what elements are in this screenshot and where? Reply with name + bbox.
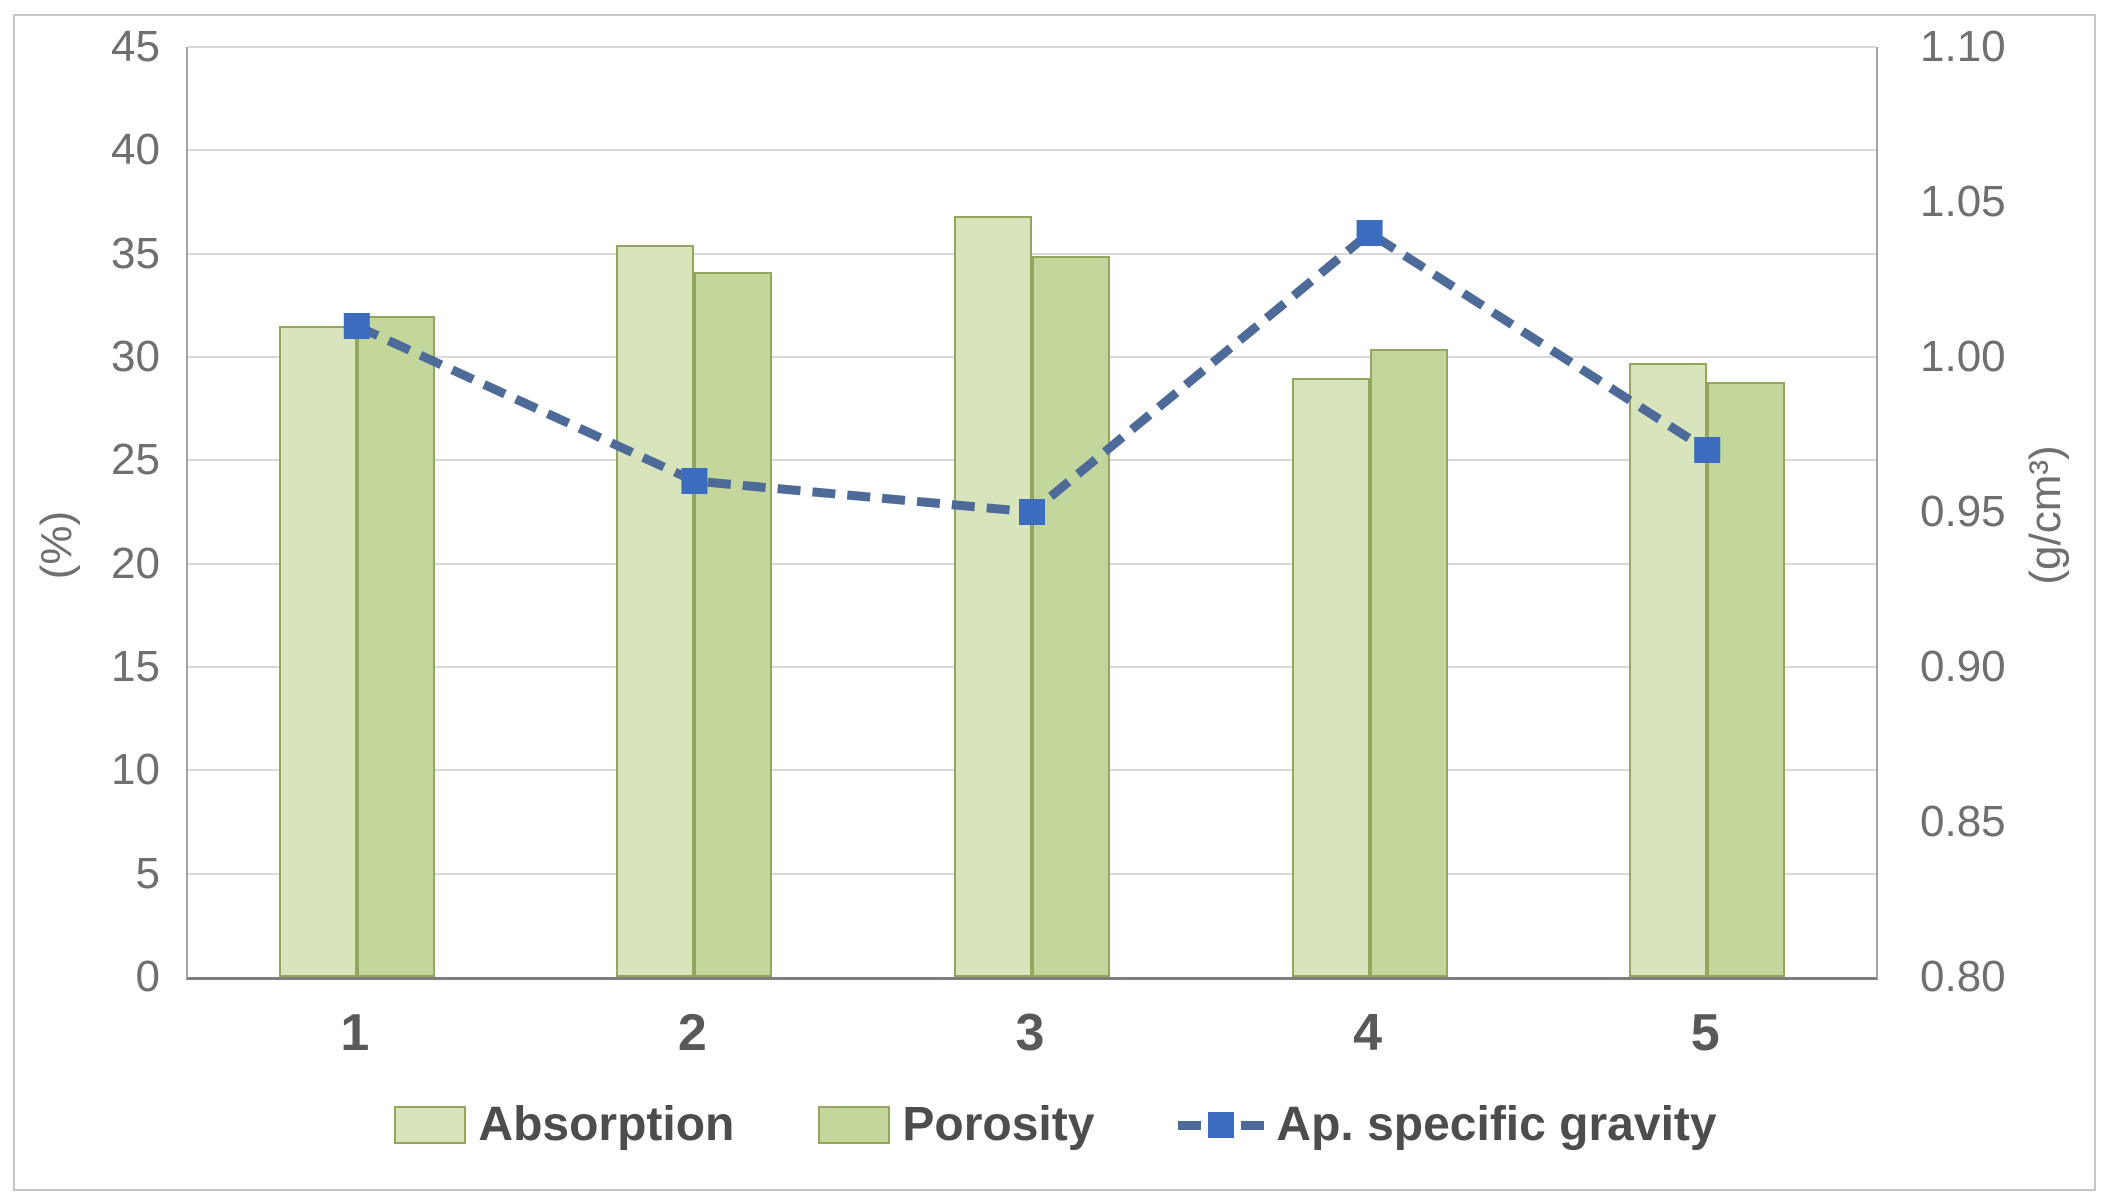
left-tick-5: 5	[135, 848, 160, 898]
marker-cat3	[1019, 499, 1045, 525]
marker-cat1	[343, 313, 370, 339]
right-tick-1.10: 1.10	[1920, 22, 2006, 71]
bar-absorption-cat2	[616, 245, 695, 977]
left-tick-30: 30	[111, 332, 160, 381]
category-label-3: 3	[1015, 1004, 1045, 1062]
legend-item-porosity: Porosity	[818, 1097, 1094, 1153]
right-tick-0.95: 0.95	[1920, 487, 2006, 536]
bar-porosity-cat2	[694, 272, 773, 977]
left-tick-20: 20	[111, 538, 160, 588]
right-tick-0.85: 0.85	[1920, 797, 2006, 846]
bar-absorption-cat3	[954, 216, 1032, 977]
left-tick-15: 15	[111, 642, 160, 691]
left-tick-0: 0	[135, 952, 160, 1001]
marker-cat4	[1356, 220, 1383, 246]
left-tick-25: 25	[111, 435, 160, 485]
gridline-35	[188, 252, 1876, 255]
bar-absorption-cat5	[1629, 363, 1708, 977]
legend-label-absorption: Absorption	[478, 1098, 735, 1151]
left-tick-10: 10	[111, 745, 160, 795]
category-label-4: 4	[1353, 1004, 1383, 1062]
absorption-swatch-icon	[394, 1106, 467, 1144]
bar-porosity-cat3	[1032, 255, 1110, 977]
chart-legend: Absorption Porosity Ap. specific gravity	[0, 1090, 2111, 1160]
category-label-1: 1	[340, 1004, 370, 1062]
right-axis-title: (g/cm³)	[2021, 445, 2070, 585]
specific-gravity-line	[343, 220, 1721, 525]
right-tick-0.90: 0.90	[1920, 642, 2006, 691]
legend-label-porosity: Porosity	[902, 1098, 1095, 1151]
category-label-5: 5	[1690, 1004, 1720, 1062]
gridline-45	[188, 46, 1876, 48]
left-tick-45: 45	[111, 22, 160, 71]
marker-cat5	[1694, 437, 1721, 463]
left-axis-title: (%)	[32, 510, 81, 580]
bar-porosity-cat1	[356, 315, 435, 977]
right-tick-1.05: 1.05	[1920, 177, 2006, 226]
bar-porosity-cat5	[1707, 381, 1786, 977]
dashed-line-marker-swatch-icon	[1178, 1112, 1265, 1138]
bar-absorption-cat4	[1291, 377, 1370, 977]
bar-absorption-cat1	[278, 326, 357, 977]
marker-cat2	[681, 468, 708, 494]
right-tick-0.80: 0.80	[1920, 952, 2006, 1001]
legend-label-specific-gravity: Ap. specific gravity	[1276, 1098, 1717, 1151]
right-tick-1.00: 1.00	[1920, 332, 2006, 381]
category-label-2: 2	[677, 1004, 707, 1062]
left-tick-40: 40	[111, 125, 160, 175]
bar-porosity-cat4	[1369, 348, 1448, 977]
porosity-swatch-icon	[818, 1106, 891, 1144]
left-tick-35: 35	[111, 228, 160, 278]
legend-item-absorption: Absorption	[394, 1097, 734, 1153]
legend-item-specific-gravity: Ap. specific gravity	[1178, 1097, 1717, 1153]
plot-area	[186, 46, 1878, 980]
gridline-40	[188, 149, 1876, 152]
